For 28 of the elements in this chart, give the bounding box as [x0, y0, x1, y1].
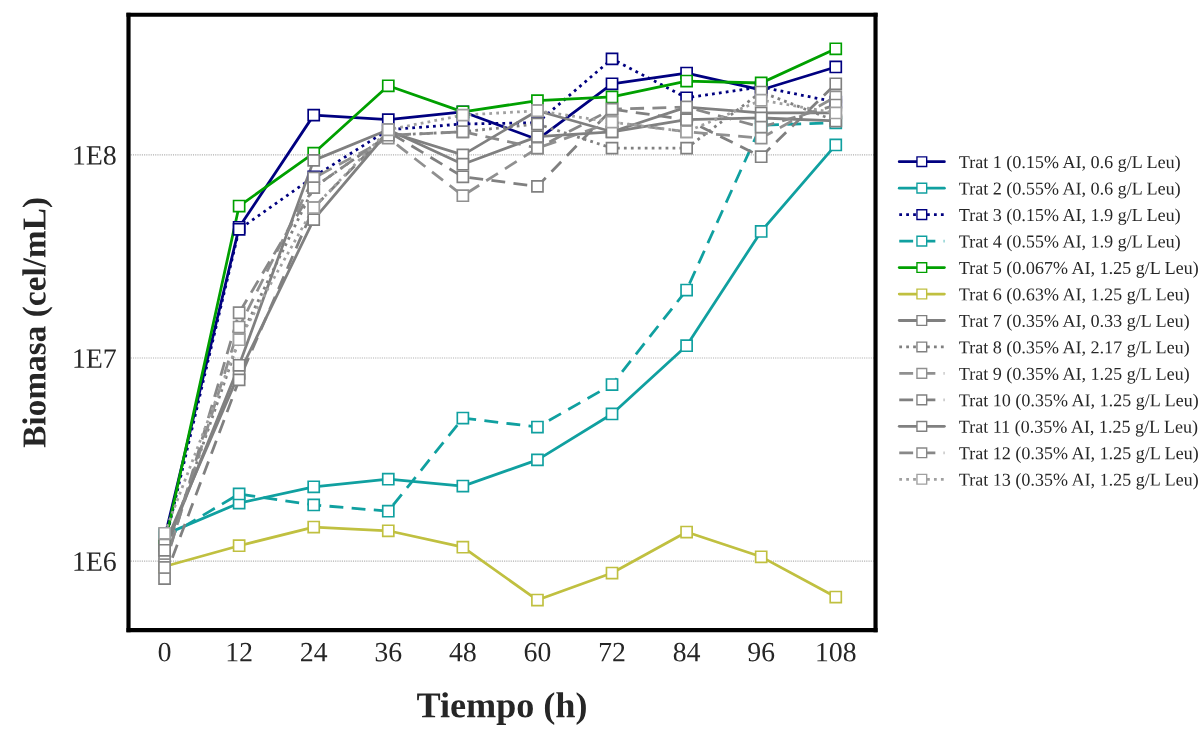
legend-label: Trat 3 (0.15% AI, 1.9 g/L Leu)	[959, 208, 1180, 225]
legend-label: Trat 8 (0.35% AI, 2.17 g/L Leu)	[959, 340, 1189, 358]
x-tick-label: 108	[817, 642, 856, 662]
x-tick-label: 96	[748, 642, 775, 662]
legend-label: Trat 6 (0.63% AI, 1.25 g/L Leu)	[959, 287, 1189, 305]
y-tick-label: 1E7	[74, 349, 116, 368]
legend-label: Trat 9 (0.35% AI, 1.25 g/L Leu)	[959, 367, 1189, 384]
legend-label: Trat 2 (0.55% AI, 0.6 g/L Leu)	[959, 181, 1180, 199]
y-tick-label: 1E6	[74, 552, 116, 571]
legend-label: Trat 4 (0.55% AI, 1.9 g/L Leu)	[959, 234, 1180, 252]
x-tick-label: 36	[375, 642, 402, 662]
x-tick-label: 48	[449, 642, 476, 662]
legend-label: Trat 11 (0.35% AI, 1.25 g/L Leu)	[959, 420, 1198, 437]
x-axis-title: Tiempo (h)	[417, 692, 586, 725]
legend-label: Trat 1 (0.15% AI, 0.6 g/L Leu)	[959, 155, 1180, 172]
x-tick-label: 84	[673, 642, 701, 662]
x-tick-label: 72	[599, 642, 625, 662]
x-tick-label: 12	[227, 642, 252, 662]
legend-label: Trat 10 (0.35% AI, 1.25 g/L Leu)	[959, 393, 1198, 411]
legend-label: Trat 5 (0.067% AI, 1.25 g/L Leu)	[959, 261, 1198, 278]
x-tick-label: 24	[301, 642, 328, 662]
x-tick-label: 0	[158, 642, 171, 662]
y-axis-title: Biomasa (cel/mL)	[22, 198, 53, 448]
x-tick-label: 60	[524, 642, 551, 662]
legend-label: Trat 7 (0.35% AI, 0.33 g/L Leu)	[959, 314, 1189, 331]
legend-label: Trat 13 (0.35% AI, 1.25 g/L Leu)	[959, 473, 1198, 490]
legend-label: Trat 12 (0.35% AI, 1.25 g/L Leu)	[959, 446, 1198, 464]
y-tick-label: 1E8	[74, 146, 116, 165]
